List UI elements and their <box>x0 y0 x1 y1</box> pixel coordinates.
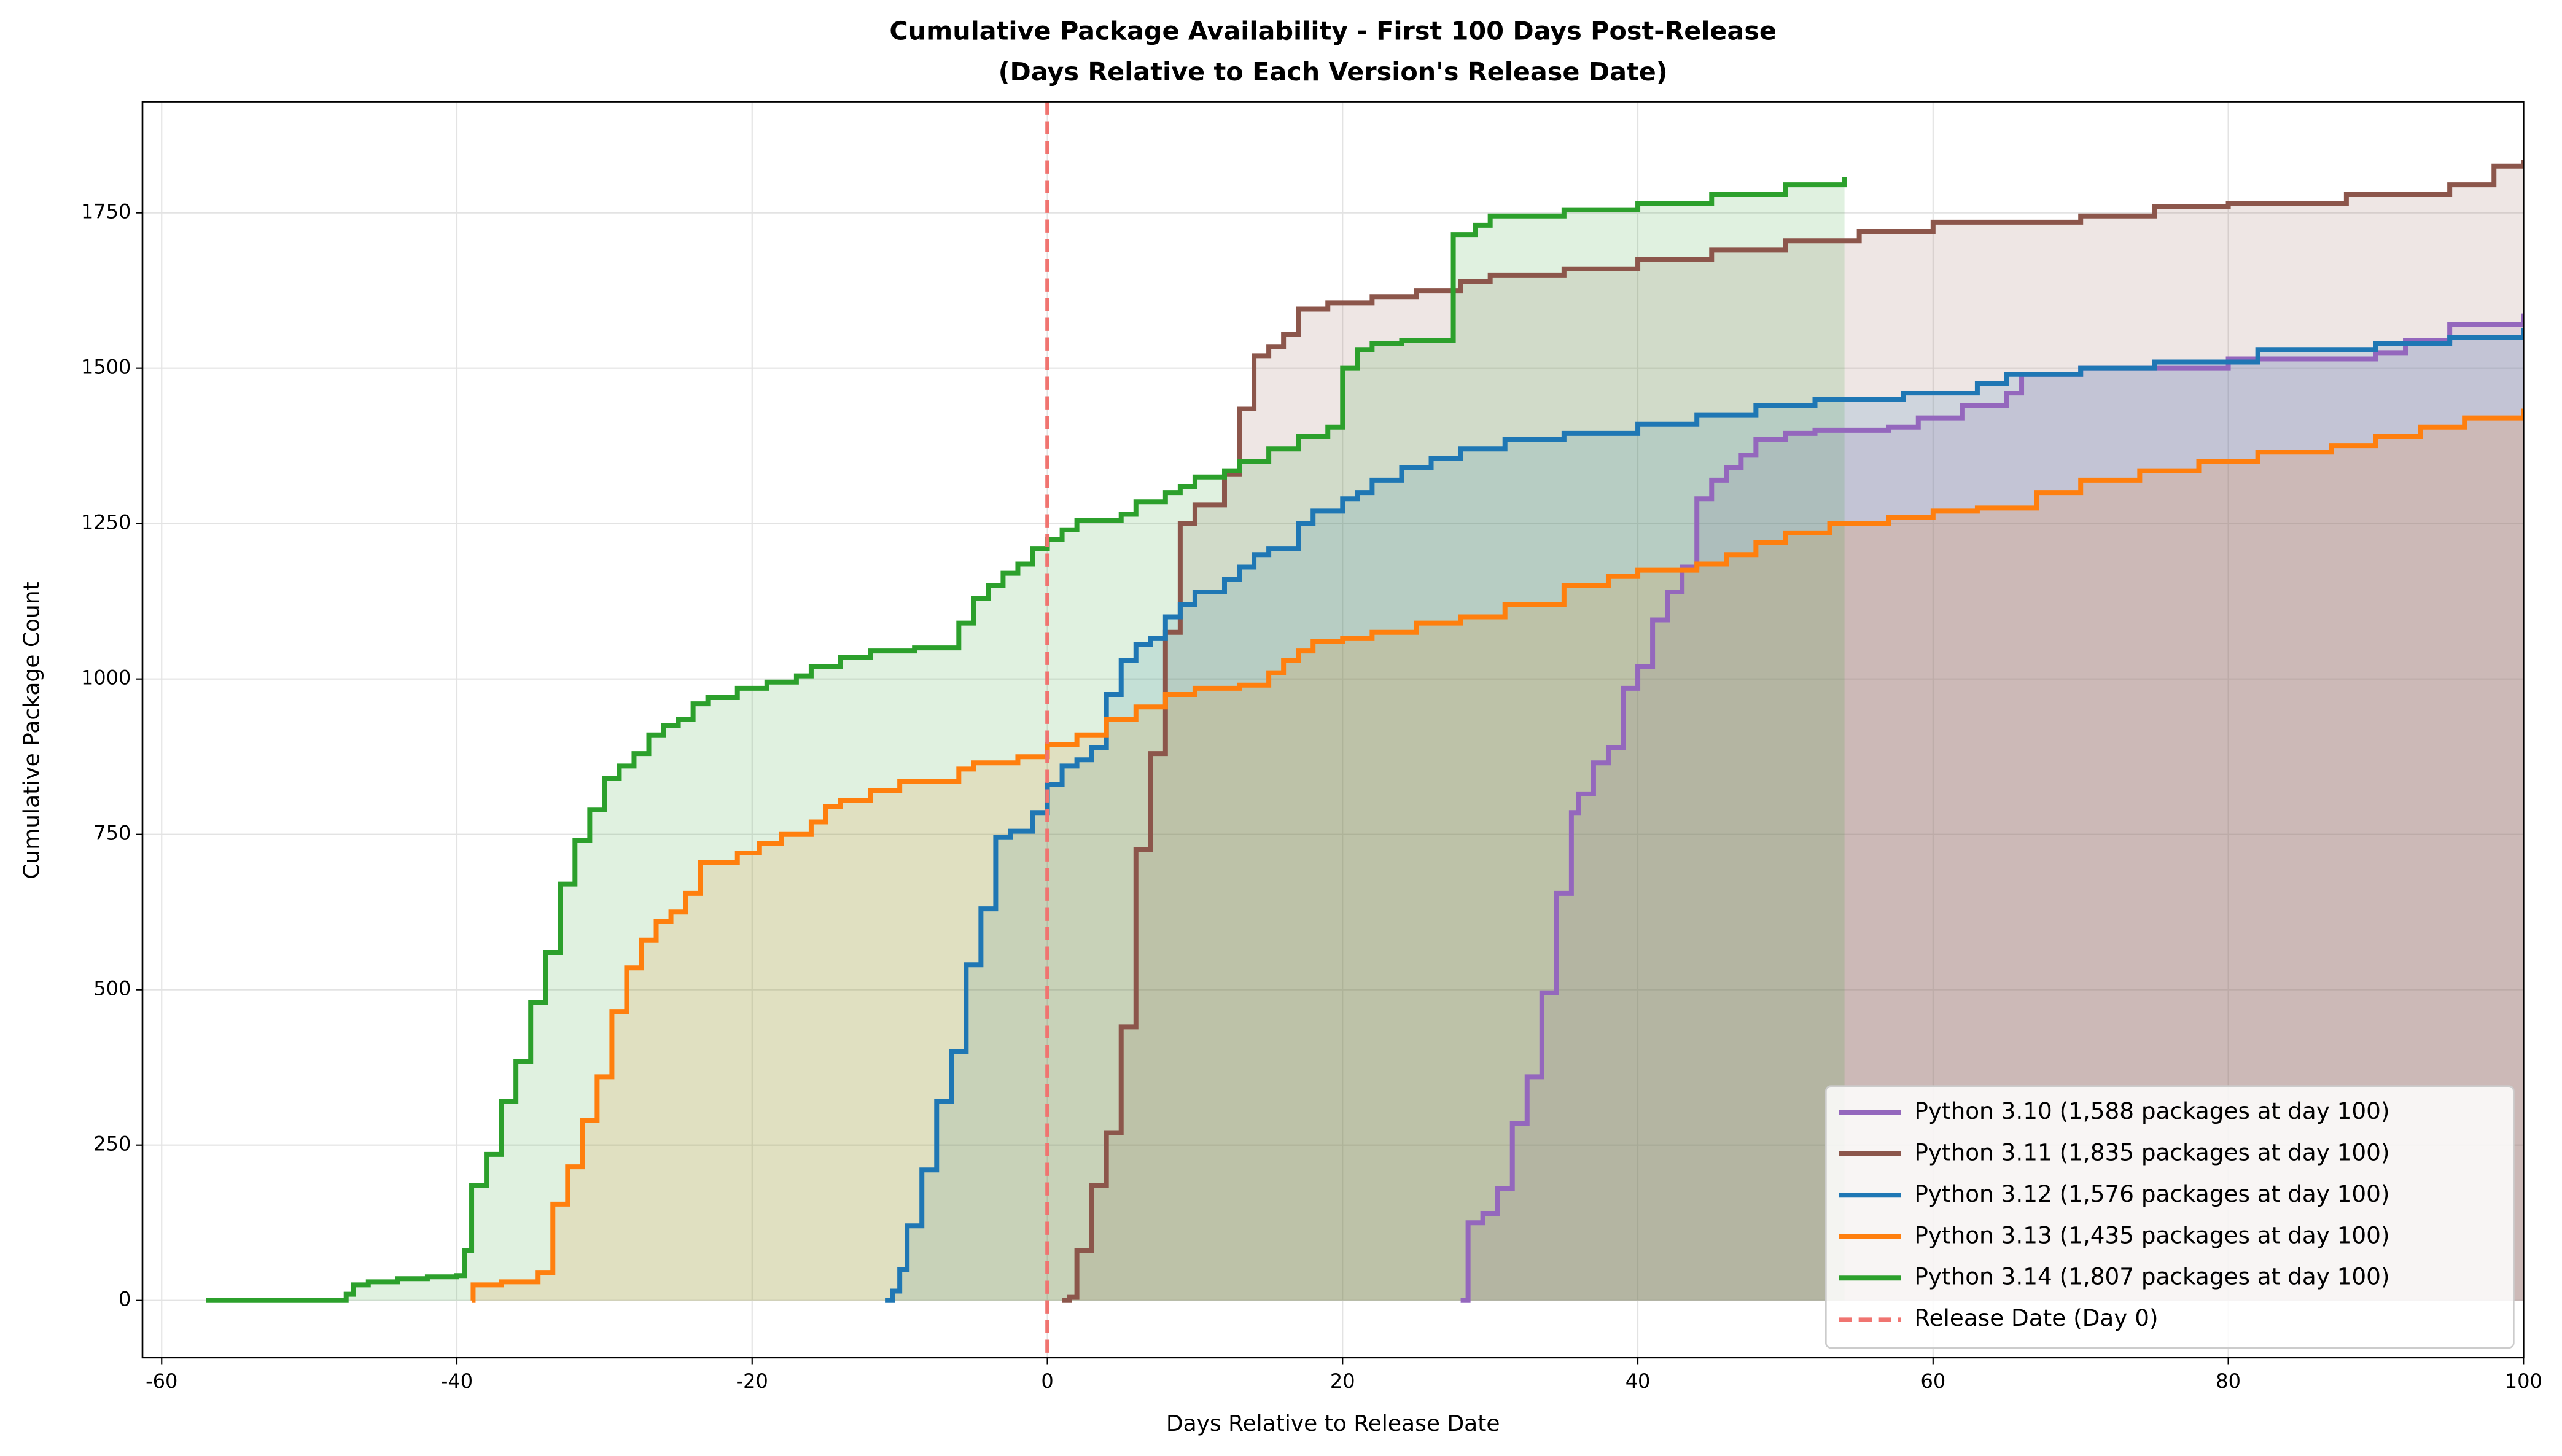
legend-label: Release Date (Day 0) <box>1914 1304 2158 1331</box>
x-tick-label: -40 <box>441 1369 473 1393</box>
legend-label: Python 3.13 (1,435 packages at day 100) <box>1914 1221 2389 1248</box>
area-fill <box>472 408 2524 1301</box>
series-line <box>206 177 1847 1303</box>
legend-label: Python 3.10 (1,588 packages at day 100) <box>1914 1097 2389 1124</box>
legend: Python 3.10 (1,588 packages at day 100) P… <box>1824 1085 2515 1349</box>
legend-label: Python 3.11 (1,835 packages at day 100) <box>1914 1139 2389 1166</box>
y-tick-label: 1000 <box>81 666 131 690</box>
x-tick-label: 0 <box>1041 1369 1053 1393</box>
y-tick-label: 750 <box>93 822 131 845</box>
x-tick-label: 100 <box>2505 1369 2542 1393</box>
area-fill <box>885 327 2524 1301</box>
x-tick-label: -60 <box>146 1369 177 1393</box>
x-tick-label: 80 <box>2216 1369 2241 1393</box>
series-line <box>885 327 2524 1303</box>
y-axis-label: Cumulative Package Count <box>19 582 44 879</box>
y-tick-label: 250 <box>93 1132 131 1156</box>
y-tick-label: 1250 <box>81 511 131 534</box>
series-line <box>1062 160 2524 1303</box>
x-tick-label: 20 <box>1330 1369 1355 1393</box>
y-tick-label: 1500 <box>81 356 131 379</box>
x-axis-label: Days Relative to Release Date <box>1166 1411 1500 1436</box>
plot-area <box>206 101 2524 1358</box>
legend-label: Python 3.12 (1,576 packages at day 100) <box>1914 1180 2389 1207</box>
plot-frame <box>141 101 2525 1359</box>
chart-subtitle: (Days Relative to Each Version's Release… <box>999 57 1668 87</box>
y-tick-label: 500 <box>93 977 131 1000</box>
area-fill <box>1062 160 2524 1301</box>
legend-box <box>1824 1085 2515 1349</box>
chart-title: Cumulative Package Availability - First … <box>889 17 1777 46</box>
x-tick-label: 60 <box>1920 1369 1945 1393</box>
area-fill <box>206 177 1845 1301</box>
y-tick-label: 1750 <box>81 200 131 224</box>
series-line <box>470 408 2524 1303</box>
x-tick-label: -20 <box>736 1369 768 1393</box>
x-tick-label: 40 <box>1626 1369 1651 1393</box>
y-tick-label: 0 <box>119 1288 131 1311</box>
legend-label: Python 3.14 (1,807 packages at day 100) <box>1914 1263 2389 1290</box>
